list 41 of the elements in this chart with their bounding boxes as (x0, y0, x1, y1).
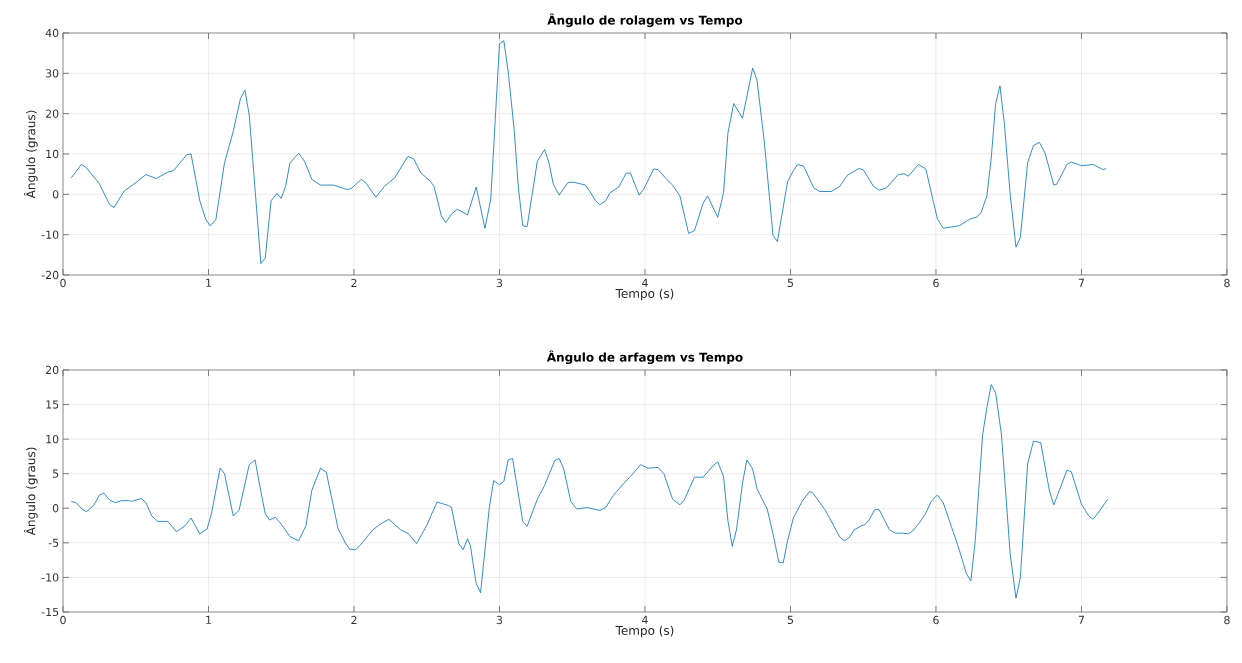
y-axis-title: Ângulo (graus) (24, 110, 38, 199)
y-tick-label: -15 (41, 607, 59, 617)
x-tick-label: 4 (642, 615, 648, 624)
x-tick-label: 6 (933, 615, 939, 625)
y-tick-label: -10 (41, 573, 59, 582)
y-tick-label: 0 (52, 504, 59, 513)
line-series (70, 40, 1107, 265)
x-tick-label: 3 (496, 615, 503, 625)
y-tick-label: 0 (52, 190, 59, 199)
x-axis-title: Tempo (s) (615, 288, 674, 301)
y-tick-label: 10 (46, 149, 59, 159)
x-tick-label: 0 (60, 278, 66, 288)
x-tick-label: 1 (206, 615, 211, 624)
y-tick-label: -5 (48, 538, 59, 547)
x-tick-label: 6 (933, 278, 939, 288)
y-axis-title: Ângulo (graus) (24, 447, 38, 536)
x-tick-label: 8 (1224, 278, 1230, 288)
x-axis-title: Tempo (s) (615, 625, 674, 638)
x-tick-label: 5 (787, 615, 794, 625)
y-tick-label: -20 (41, 270, 59, 280)
y-tick-label: -10 (41, 230, 59, 239)
x-tick-label: 5 (787, 278, 794, 288)
chart-title: Ângulo de rolagem vs Tempo (547, 13, 743, 28)
x-tick-label: 7 (1078, 278, 1085, 287)
x-tick-label: 1 (206, 278, 211, 287)
x-tick-label: 2 (351, 615, 357, 625)
chart-title: Ângulo de arfagem vs Tempo (546, 350, 743, 365)
y-tick-label: 40 (45, 28, 59, 38)
y-tick-label: 30 (45, 69, 59, 78)
x-tick-label: 4 (642, 278, 648, 287)
y-tick-label: 20 (45, 365, 59, 375)
x-tick-label: 0 (60, 615, 66, 625)
x-tick-label: 7 (1078, 615, 1085, 624)
x-tick-label: 3 (496, 278, 503, 288)
x-tick-label: 8 (1224, 615, 1230, 625)
y-tick-label: 5 (52, 469, 59, 478)
y-tick-label: 10 (46, 434, 59, 444)
x-tick-label: 2 (351, 278, 357, 288)
y-tick-label: 15 (46, 400, 59, 409)
line-series (70, 384, 1109, 599)
y-tick-label: 20 (45, 109, 59, 118)
